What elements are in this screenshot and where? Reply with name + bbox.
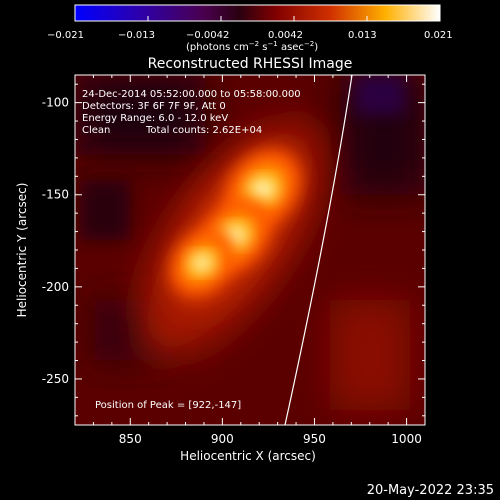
flare-source-2 — [169, 228, 235, 297]
source-group — [169, 149, 302, 297]
timestamp: 20-May-2022 23:35 — [367, 483, 494, 498]
colorbar-ticks — [74, 16, 441, 21]
colorbar-tick-5: 0.021 — [424, 30, 453, 41]
colorbar — [74, 4, 441, 22]
colorbar-tick-0: −0.021 — [47, 30, 84, 41]
y-tick-label-0: -100 — [42, 96, 69, 110]
x-tick-label-1: 900 — [211, 432, 234, 446]
colorbar-tick-3: 0.0042 — [268, 30, 303, 41]
info-time-range: 24-Dec-2014 05:52:00.000 to 05:58:00.000 — [82, 89, 301, 100]
info-total-counts: Total counts: 2.62E+04 — [145, 125, 262, 136]
plot-title: Reconstructed RHESSI Image — [148, 56, 353, 72]
info-detectors: Detectors: 3F 6F 7F 9F, Att 0 — [82, 101, 226, 112]
y-tick-label-1: -150 — [42, 188, 69, 202]
info-peak-position: Position of Peak = [922,-147] — [95, 400, 241, 411]
y-axis-label: Heliocentric Y (arcsec) — [15, 183, 29, 318]
x-tick-label-0: 850 — [119, 432, 142, 446]
y-tick-label-3: -250 — [42, 372, 69, 386]
x-axis-label: Heliocentric X (arcsec) — [180, 449, 316, 463]
axes: 850 900 950 1000 -100 -150 -200 -250 — [42, 75, 425, 446]
x-tick-label-2: 950 — [303, 432, 326, 446]
x-tick-label-3: 1000 — [391, 432, 422, 446]
info-energy-range: Energy Range: 6.0 - 12.0 keV — [82, 113, 228, 124]
y-tick-label-2: -200 — [42, 280, 69, 294]
colorbar-tick-2: −0.0042 — [186, 30, 229, 41]
info-method: Clean — [82, 125, 110, 136]
solar-limb — [284, 75, 353, 425]
colorbar-tick-1: −0.013 — [118, 30, 155, 41]
image-area — [75, 75, 425, 425]
colorbar-tick-4: 0.013 — [348, 30, 377, 41]
colorbar-units: (photons cm−2 s−1 asec−2) — [186, 40, 318, 53]
